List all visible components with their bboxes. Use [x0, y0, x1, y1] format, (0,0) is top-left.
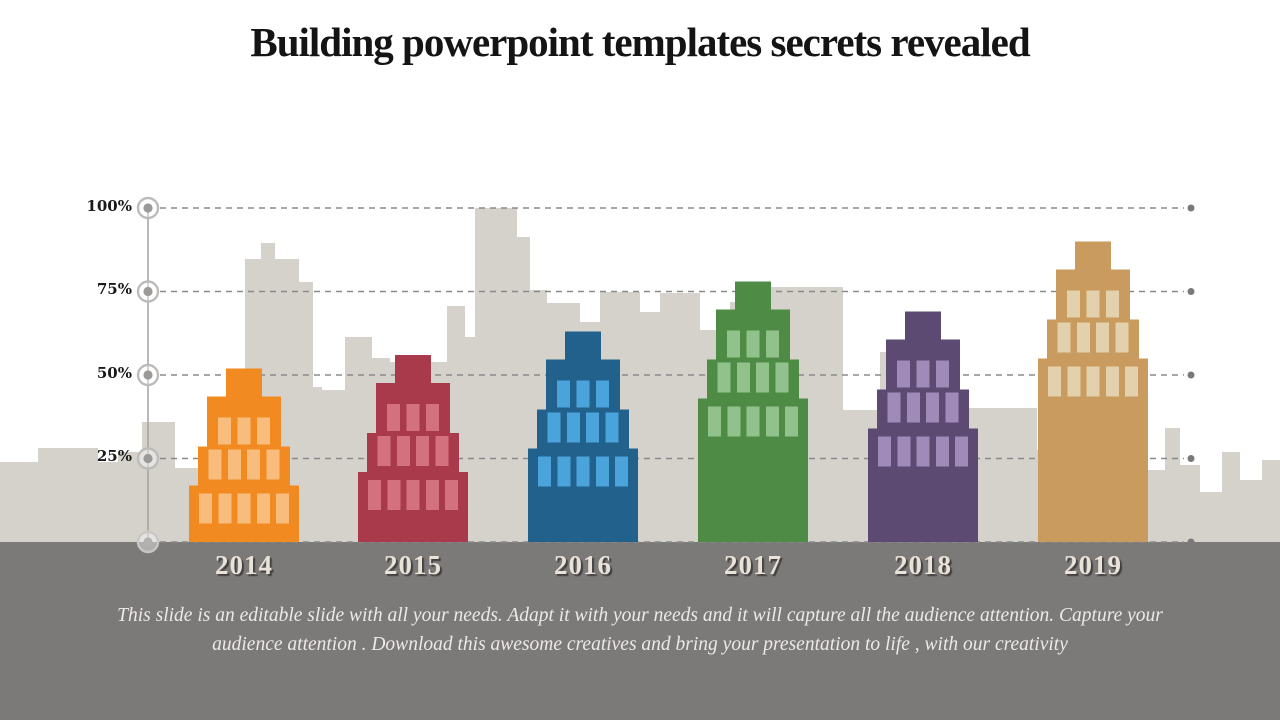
- building-2019: [1038, 241, 1148, 542]
- y-tick-50: 50%: [96, 364, 132, 382]
- axis-marker-50: [136, 363, 160, 387]
- building-2016: [528, 331, 638, 542]
- building-2017: [698, 281, 808, 542]
- gridline-end-dot: [1187, 204, 1195, 212]
- axis-marker-25: [136, 447, 160, 470]
- axis-marker-0: [136, 530, 160, 554]
- gridline-end-dot: [1187, 538, 1195, 546]
- building-2018: [868, 311, 978, 542]
- gridline-25: [160, 455, 1195, 462]
- slide-title: Building powerpoint templates secrets re…: [250, 19, 1030, 65]
- gridline-50: [160, 371, 1195, 379]
- y-tick-75: 75%: [96, 280, 132, 298]
- y-tick-100: 100%: [86, 197, 132, 215]
- gridline-end-dot: [1187, 455, 1195, 462]
- gridline-end-dot: [1187, 288, 1195, 295]
- building-2014: [189, 368, 299, 542]
- axis-marker-75: [136, 280, 160, 303]
- y-tick-25: 25%: [96, 447, 132, 465]
- building-2015: [358, 354, 468, 542]
- ground-band: [0, 542, 1280, 720]
- year-label-2016: 2016: [554, 550, 612, 580]
- gridline-100: [160, 204, 1195, 212]
- gridline-75: [160, 288, 1195, 295]
- axis-marker-100: [136, 196, 160, 220]
- year-label-2017: 2017: [724, 550, 782, 580]
- slide-description: This slide is an editable slide with all…: [117, 605, 1163, 656]
- year-label-2015: 2015: [384, 550, 442, 580]
- gridline-end-dot: [1187, 371, 1195, 379]
- gridline-0: [160, 538, 1195, 546]
- year-label-2018: 2018: [894, 550, 952, 580]
- year-label-2014: 2014: [215, 550, 273, 580]
- year-label-2019: 2019: [1064, 550, 1122, 580]
